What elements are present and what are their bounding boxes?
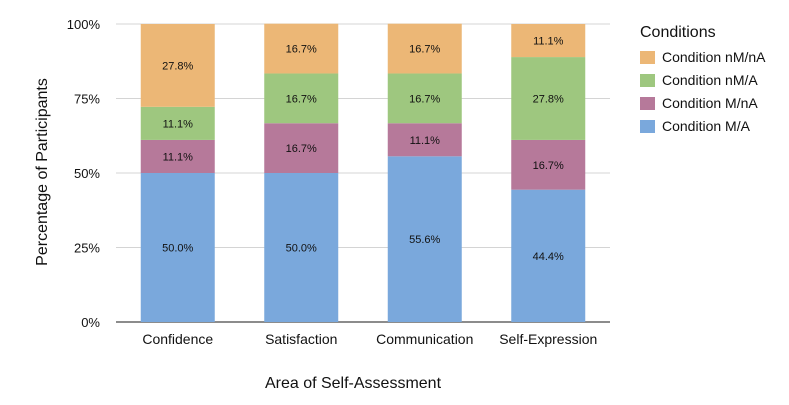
legend: Conditions Condition nM/nA Condition nM/A…: [640, 24, 766, 134]
bar-data-label: 11.1%: [410, 135, 441, 147]
y-tick-label: 0%: [81, 315, 100, 330]
bar-segment: [511, 57, 586, 140]
y-tick-label: 75%: [74, 92, 100, 107]
y-tick-label: 100%: [67, 17, 101, 32]
x-axis-title: Area of Self-Assessment: [265, 375, 442, 392]
bar-data-label: 16.7%: [286, 44, 317, 56]
legend-title: Conditions: [640, 24, 716, 41]
bar-data-label: 11.1%: [533, 36, 564, 48]
bar-data-label: 16.7%: [409, 93, 440, 105]
legend-swatch: [640, 51, 655, 64]
bar-segment: [511, 24, 586, 58]
legend-item-label: Condition M/nA: [662, 95, 758, 111]
bar-segment: [387, 123, 462, 157]
bar-data-label: 44.4%: [533, 251, 564, 263]
bar-data-label: 50.0%: [286, 243, 317, 255]
bar-segment: [264, 73, 339, 124]
legend-item-label: Condition nM/A: [662, 72, 758, 88]
bar-segment: [387, 156, 462, 322]
bar-data-label: 27.8%: [533, 94, 564, 106]
x-tick-label: Communication: [376, 331, 473, 347]
bar-segment: [264, 23, 339, 74]
legend-swatch: [640, 120, 655, 133]
bar-segment: [140, 139, 215, 173]
legend-swatch: [640, 74, 655, 87]
bar-segment: [140, 173, 215, 322]
bar-segment: [140, 24, 215, 107]
legend-item-label: Condition nM/nA: [662, 49, 766, 65]
bar-data-label: 11.1%: [163, 151, 194, 163]
legend-item-label: Condition M/A: [662, 118, 751, 134]
bar-segment: [387, 23, 462, 74]
bars: 50.0% 11.1% 11.1% 27.8% 50.0% 16.7% 16.7% 16.7%…: [140, 23, 586, 322]
x-axis-ticks: Confidence Satisfaction Communication Self-…: [142, 331, 597, 347]
y-axis-ticks: 0% 25% 50% 75% 100%: [67, 17, 101, 330]
bar-data-label: 55.6%: [409, 234, 440, 246]
bar-data-label: 50.0%: [162, 243, 193, 255]
x-tick-label: Self-Expression: [499, 331, 597, 347]
bar-segment: [387, 73, 462, 124]
bar-data-label: 27.8%: [162, 60, 193, 72]
bar-segment: [140, 106, 215, 140]
y-tick-label: 25%: [74, 241, 100, 256]
y-axis-title: Percentage of Participants: [34, 78, 51, 266]
bar-segment: [264, 123, 339, 173]
bar-data-label: 16.7%: [286, 143, 317, 155]
bar-segment: [511, 189, 586, 322]
x-tick-label: Confidence: [142, 331, 213, 347]
bar-segment: [264, 173, 339, 322]
bar-data-label: 16.7%: [286, 93, 317, 105]
bar-data-label: 11.1%: [163, 118, 194, 130]
legend-swatch: [640, 97, 655, 110]
bar-data-label: 16.7%: [533, 160, 564, 172]
bar-segment: [511, 139, 586, 190]
bar-data-label: 16.7%: [409, 44, 440, 56]
y-tick-label: 50%: [74, 166, 100, 181]
x-tick-label: Satisfaction: [265, 331, 337, 347]
